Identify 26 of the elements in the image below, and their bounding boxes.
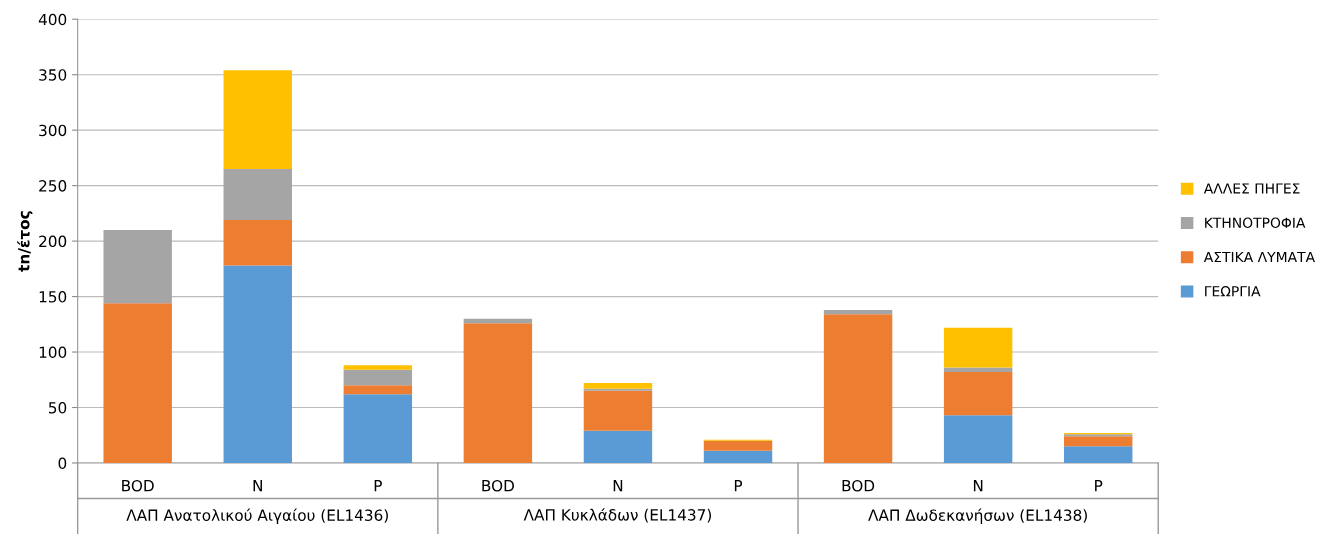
y-tick-label: 50 <box>48 401 67 414</box>
y-axis-title: tn/έτος <box>17 211 33 272</box>
y-tick-label: 100 <box>39 346 67 359</box>
y-tick-label: 400 <box>38 13 67 26</box>
x-tick-label: BOD <box>842 479 875 492</box>
y-tick-label: 300 <box>39 124 67 137</box>
x-tick-label: N <box>253 480 262 492</box>
legend-label: ΑΛΛΕΣ ΠΗΓΕΣ <box>1203 183 1300 194</box>
x-tick-label: P <box>374 480 382 492</box>
x-tick-label: N <box>613 480 623 492</box>
x-tick-label: BOD <box>122 479 154 492</box>
y-tick-label: 350 <box>39 69 67 81</box>
text: ΛΑΠ Κυκλάδων (EL1437) <box>523 508 711 523</box>
y-tick-label: 250 <box>39 180 67 192</box>
x-tick-label: P <box>734 480 743 492</box>
x-tick-label: N <box>973 480 983 492</box>
y-tick-label: 200 <box>39 235 67 248</box>
legend-label: ΚΤΗΝΟΤΡΟΦΙΑ <box>1205 217 1306 228</box>
y-tick-label: 150 <box>39 291 67 303</box>
legend-label: ΓΕΩΡΓΙΑ <box>1205 286 1261 297</box>
x-tick-label: BOD <box>482 479 514 492</box>
y-tick-label: 0 <box>58 457 67 469</box>
x-tick-label: P <box>1095 480 1103 492</box>
text: ΛΑΠ Δωδεκανήσων (EL1438) <box>868 508 1087 524</box>
text: ΛΑΠ Ανατολικού Αιγαίου (EL1436) <box>126 508 388 524</box>
legend-label: ΑΣΤΙΚΑ ΛΥΜΑΤΑ <box>1203 251 1315 263</box>
